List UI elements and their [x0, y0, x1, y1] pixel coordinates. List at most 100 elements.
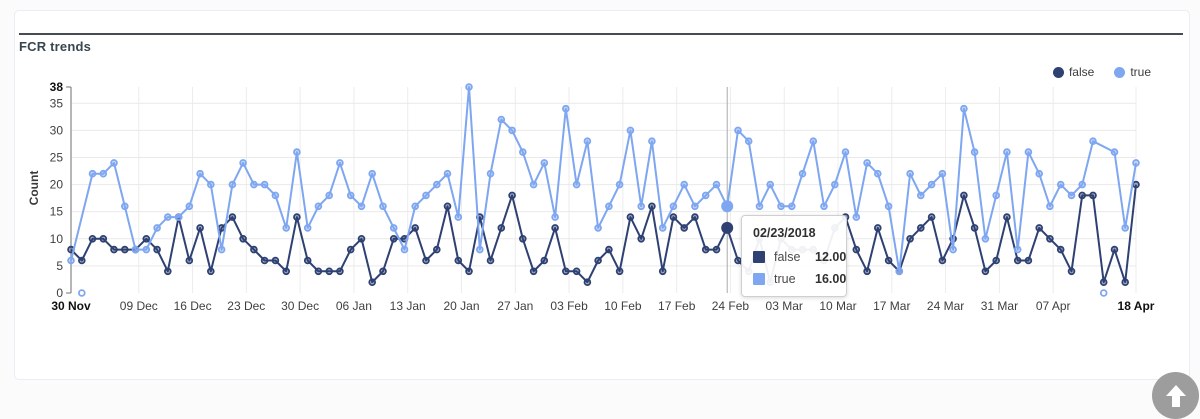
data-point [873, 169, 882, 178]
data-point [1099, 278, 1108, 287]
data-point [432, 245, 441, 254]
data-point [99, 235, 108, 243]
svg-text:13 Jan: 13 Jan [390, 299, 426, 313]
data-point [873, 224, 882, 232]
svg-text:27 Jan: 27 Jan [497, 299, 533, 313]
data-point [960, 104, 968, 113]
legend-label-true: true [1130, 65, 1151, 79]
true-series-dot-icon [1114, 66, 1126, 78]
data-point [605, 202, 613, 211]
data-point [637, 235, 645, 243]
data-point [1110, 148, 1119, 156]
svg-text:10: 10 [50, 232, 64, 246]
legend-item-false[interactable]: false [1052, 65, 1095, 79]
data-point [164, 213, 172, 221]
data-point [110, 159, 118, 167]
data-point [841, 148, 850, 156]
data-point [669, 202, 678, 211]
data-point [809, 137, 818, 145]
data-point [422, 191, 430, 200]
data-point [196, 224, 204, 232]
data-point [658, 267, 667, 276]
data-point [701, 191, 710, 200]
false-series-dot-icon [1052, 66, 1064, 78]
data-point [465, 83, 473, 91]
data-point [1035, 224, 1043, 232]
data-point [755, 202, 764, 211]
data-point [701, 245, 710, 254]
series-false [67, 180, 1140, 287]
data-point [196, 169, 204, 178]
tooltip-date: 02/23/2018 [753, 226, 816, 240]
data-point [1024, 148, 1033, 156]
data-point [454, 213, 463, 221]
data-point [680, 224, 688, 232]
data-point [271, 256, 280, 265]
data-point [712, 245, 721, 254]
data-point [131, 245, 140, 254]
data-point [217, 224, 226, 232]
data-point [1046, 202, 1054, 211]
data-point [658, 224, 667, 232]
true-swatch-icon [753, 273, 765, 285]
data-point [368, 169, 377, 178]
data-point [411, 202, 420, 211]
data-point [1067, 191, 1076, 200]
data-point [626, 126, 635, 135]
highlighted-point-true [721, 200, 734, 213]
fcr-trends-chart[interactable]: 38 35 30 25 20 15 10 5 030 Nov 09 Dec 16 Dec 23 Dec… [15, 11, 1189, 379]
svg-text:07 Apr: 07 Apr [1036, 299, 1071, 313]
zero-null-markers [78, 289, 1108, 297]
y-tick-labels: 38 35 30 25 20 15 10 5 0 [50, 80, 64, 300]
data-point [282, 267, 291, 276]
svg-text:06 Jan: 06 Jan [336, 299, 372, 313]
data-point [605, 245, 613, 254]
data-point [389, 235, 398, 243]
data-point [1056, 180, 1065, 189]
data-point [648, 137, 656, 145]
chart-legend: false true [1052, 65, 1151, 79]
highlighted-points [721, 200, 734, 234]
data-point [852, 213, 861, 221]
data-point [960, 191, 968, 200]
series-true [67, 83, 1140, 276]
data-point [529, 267, 538, 276]
svg-text:24 Mar: 24 Mar [927, 299, 964, 313]
highlighted-point-false [721, 221, 734, 234]
data-point [336, 159, 344, 167]
tooltip-value-true: 16.00 [815, 272, 847, 286]
data-point [443, 169, 452, 178]
data-point [680, 180, 688, 189]
svg-text:25: 25 [50, 150, 64, 164]
data-point [250, 245, 258, 254]
data-point [207, 180, 215, 189]
data-point [357, 202, 366, 211]
data-point [454, 256, 463, 265]
data-point [486, 169, 495, 178]
data-point [1132, 180, 1140, 189]
legend-label-false: false [1068, 65, 1095, 79]
data-point [379, 202, 387, 211]
data-point [938, 256, 947, 265]
svg-text:10 Feb: 10 Feb [604, 299, 642, 313]
data-point [518, 148, 527, 156]
data-point [1035, 169, 1043, 178]
series-true-line [70, 86, 1137, 273]
scroll-to-top-button[interactable] [1152, 372, 1199, 419]
data-point [906, 169, 914, 178]
data-point [852, 245, 861, 254]
data-point [787, 202, 796, 211]
data-point [88, 169, 97, 178]
data-point [303, 256, 312, 265]
data-point [572, 180, 581, 189]
legend-item-true[interactable]: true [1114, 65, 1151, 79]
data-point [508, 126, 516, 135]
data-point [766, 180, 774, 189]
data-point [551, 213, 559, 221]
svg-text:03 Feb: 03 Feb [550, 299, 588, 313]
data-point [561, 104, 570, 113]
data-point [346, 245, 355, 254]
data-point [271, 191, 280, 200]
data-point [884, 202, 893, 211]
